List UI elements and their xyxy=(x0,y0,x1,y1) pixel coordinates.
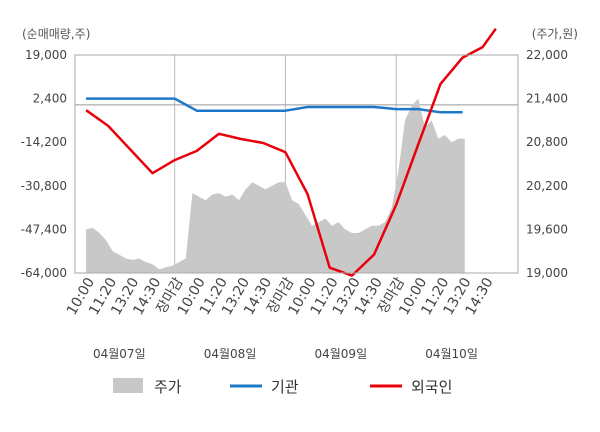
legend-label: 기관 xyxy=(271,378,299,396)
plot-frame xyxy=(74,54,519,274)
right-y-ticks: 22,000 21,400 20,800 20,200 19,600 19,000 xyxy=(526,48,568,280)
legend: 주가 기관 외국인 xyxy=(113,378,452,396)
right-tick-label: 19,000 xyxy=(526,266,568,280)
legend-label: 주가 xyxy=(154,378,182,396)
day-label: 04월08일 xyxy=(204,347,257,361)
left-tick-label: 2,400 xyxy=(33,92,67,106)
x-ticks: 10:0011:2013:2014:30장마감10:0011:2013:2014… xyxy=(64,275,497,318)
legend-swatch xyxy=(113,378,143,393)
right-tick-label: 19,600 xyxy=(526,222,568,236)
area-layer xyxy=(86,98,465,273)
series-line xyxy=(85,27,497,277)
legend-label: 외국인 xyxy=(411,378,452,396)
line-layer xyxy=(85,27,497,277)
day-label: 04월09일 xyxy=(314,347,367,361)
left-tick-label: -14,200 xyxy=(21,135,67,149)
day-label: 04월07일 xyxy=(93,347,146,361)
day-labels: 04월07일 04월08일 04월09일 04월10일 xyxy=(93,347,478,361)
right-tick-label: 22,000 xyxy=(526,48,568,62)
day-label: 04월10일 xyxy=(425,347,478,361)
right-tick-label: 20,800 xyxy=(526,135,568,149)
right-axis-title: (주가,원) xyxy=(532,27,578,41)
left-tick-label: -64,000 xyxy=(21,266,67,280)
left-tick-label: -30,800 xyxy=(21,179,67,193)
left-tick-label: 19,000 xyxy=(25,48,67,62)
right-tick-label: 20,200 xyxy=(526,179,568,193)
series-line xyxy=(86,97,463,114)
left-axis-title: (순매매량,주) xyxy=(22,27,90,41)
right-tick-label: 21,400 xyxy=(526,92,568,106)
left-y-ticks: 19,000 2,400 -14,200 -30,800 -47,400 -64,000 xyxy=(21,48,67,280)
left-tick-label: -47,400 xyxy=(21,222,67,236)
series-area-price xyxy=(86,98,465,273)
